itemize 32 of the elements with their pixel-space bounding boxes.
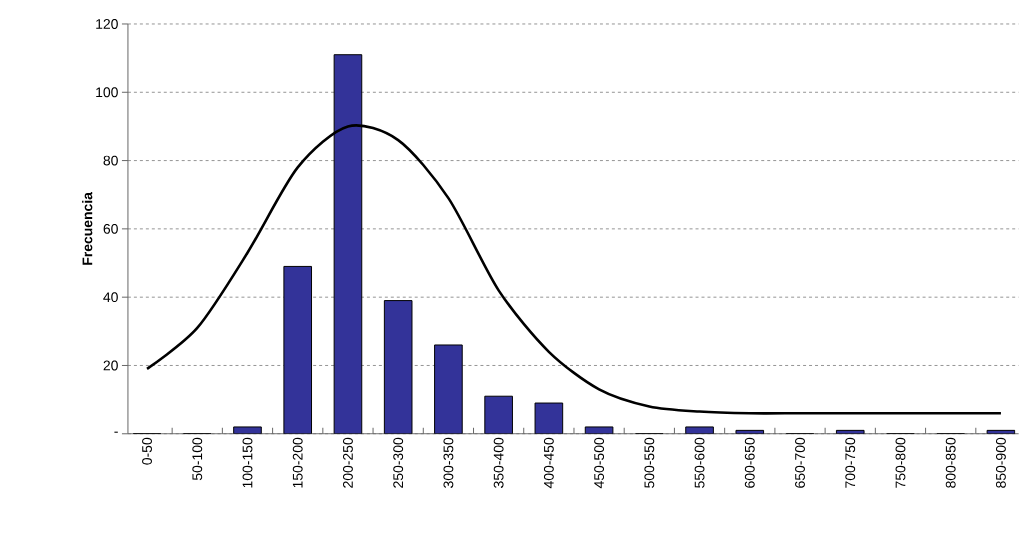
x-tick-label: 300-350 (443, 437, 454, 489)
x-tick-label: 150-200 (292, 437, 303, 488)
x-tick-label: 800-850 (945, 437, 956, 488)
x-tick-label: 450-500 (594, 437, 605, 489)
x-tick-label: 650-700 (795, 437, 805, 488)
y-tick-label: 40 (103, 292, 118, 303)
y-tick-label: - (114, 431, 118, 433)
y-tick-label: 100 (96, 87, 118, 98)
bar (383, 300, 413, 434)
bar (434, 344, 463, 434)
y-tick-label: 80 (103, 155, 118, 166)
line-series (145, 124, 1003, 415)
x-tick-label: 50-100 (192, 437, 203, 481)
x-tick-label: 750-800 (895, 437, 906, 488)
x-tick-label: 0-50 (142, 437, 152, 465)
y-tick-label: 20 (103, 360, 118, 371)
bar (484, 395, 513, 434)
x-tick-label: 250-300 (393, 437, 404, 488)
x-tick-label: 200-250 (343, 437, 353, 488)
bar (283, 266, 313, 434)
x-tick-label: 600-650 (744, 437, 755, 488)
x-tick-label: 500-550 (644, 437, 655, 489)
x-tick-label: 100-150 (242, 437, 253, 488)
y-tick-label: 60 (103, 224, 118, 234)
bar (333, 54, 363, 434)
x-tick-label: 550-600 (694, 437, 705, 489)
y-tick-label: 120 (96, 19, 118, 30)
x-tick-label: 350-400 (493, 437, 504, 489)
x-tick-label: 700-750 (845, 437, 856, 488)
y-axis-title: Frecuencia (82, 192, 93, 265)
x-tick-label: 850-900 (995, 437, 1006, 488)
x-tick-label: 400-450 (543, 437, 554, 489)
